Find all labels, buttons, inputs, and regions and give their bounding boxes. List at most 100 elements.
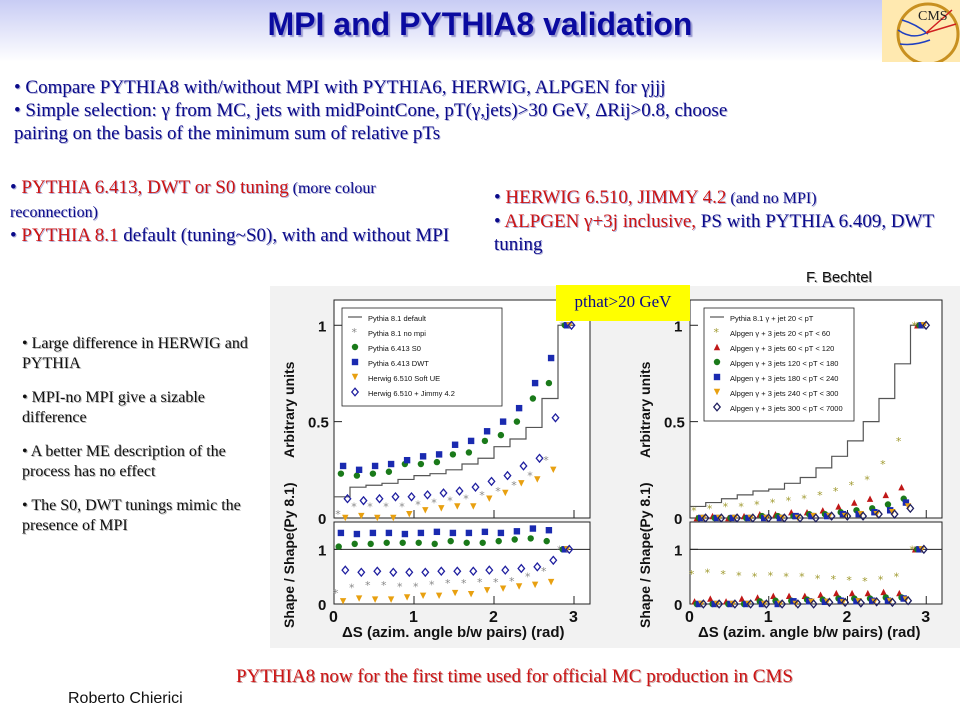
- chart-2-series-2-point: *: [801, 493, 807, 506]
- chart-1-series-3-point: [465, 449, 473, 456]
- chart-1-series-4-point: [435, 451, 443, 458]
- chart-1-ylabel-bottom: Shape / Shape(Py 8.1): [281, 483, 297, 629]
- chart-1-ytick-label-bottom: 1: [318, 542, 326, 559]
- logo-text: CMS: [918, 9, 948, 24]
- chart-2-ratio-6-point: [856, 598, 865, 608]
- chart-1-ratio-1-point: *: [493, 576, 499, 589]
- chart-1-series-2-point: *: [399, 500, 405, 513]
- chart-2-ylabel-top: Arbitrary units: [637, 361, 653, 458]
- chart-1-series-4-point: [499, 418, 507, 425]
- chart-2-series-2-point: *: [864, 473, 870, 486]
- right-bullet-1-red: HERWIG 6.510, JIMMY 4.2: [505, 187, 727, 208]
- chart-2-ratio-1-point: *: [815, 572, 821, 585]
- chart-2-series-5-point: [902, 499, 910, 506]
- chart-2-ratio-2-point: [817, 591, 824, 598]
- chart-1-legend-label: Pythia 6.413 DWT: [368, 359, 429, 368]
- chart-2-series-2-point: *: [849, 479, 855, 492]
- chart-2-ratio-2-point: [785, 592, 793, 599]
- chart-2-ratio-5-point: [792, 600, 799, 608]
- chart-2-series-6-point: [841, 512, 849, 520]
- chart-2-ratio-1-point: *: [799, 571, 805, 584]
- chart-1-xlabel: ΔS (azim. angle b/w pairs) (rad): [342, 624, 565, 641]
- chart-2-ratio-6-point: [888, 597, 897, 608]
- chart-2-ratio-1-point: *: [720, 568, 726, 581]
- chart-2-ratio-6-point: [730, 599, 739, 609]
- chart-1-series-4-point: [339, 462, 347, 470]
- chart-2-ratio-1-point: *: [831, 573, 837, 586]
- chart-1-ytick-label-top: 1: [318, 318, 326, 335]
- chart-1-ratio-5-point: [533, 562, 542, 572]
- chart-1-ratio-1-point: *: [429, 578, 435, 591]
- chart-2-bottom-frame: [689, 521, 943, 605]
- chart-1-ratio-4-point: [419, 592, 427, 599]
- chart-2-ratio-2-point: [833, 589, 840, 597]
- chart-2-legend-label: Alpgen γ + 3 jets 120 < pT < 180: [730, 359, 838, 368]
- chart-2-ratio-6-point: [904, 595, 913, 606]
- chart-1-ratio-5-point: [453, 566, 462, 577]
- chart-1-series-3-point: [433, 458, 441, 466]
- chart-2-series-5-point: [823, 512, 831, 520]
- chart-1-series-4-point: [371, 462, 379, 470]
- chart-1-series-6-point: [375, 493, 384, 504]
- chart-2-ratio-6-point: [762, 599, 771, 609]
- chart-1-series-5-point: [566, 322, 573, 329]
- chart-1-ratio-4-point: [499, 585, 507, 592]
- chart-1-series-2-point: *: [383, 500, 389, 513]
- chart-1-ratio-1-point: *: [509, 575, 515, 588]
- chart-2-series-3-point: [898, 483, 905, 491]
- top-bullet-2-cont: pairing on the basis of the minimum sum …: [14, 123, 441, 144]
- chart-1-series-4-point: [403, 456, 411, 464]
- chart-2-ratio-1-point: *: [736, 570, 742, 583]
- chart-2-series-7-point: [859, 511, 868, 521]
- chart-2-series-6-point: [873, 510, 880, 518]
- chart-1-ratio-4-point: [531, 581, 539, 589]
- chart-1-series-5-point: [422, 507, 429, 514]
- chart-2-ytick-label-bottom: 1: [674, 542, 682, 559]
- chart-1-ratio-2-point: [399, 539, 406, 546]
- chart-1-series-2-point: *: [431, 497, 437, 510]
- chart-1-ratio-5-point: [565, 544, 574, 555]
- chart-1-series-5-point: [454, 503, 461, 510]
- chart-1-ratio-1-point: *: [333, 587, 339, 600]
- chart-1-series-2-point: *: [527, 470, 533, 483]
- chart-2-series-1-line: [690, 324, 927, 508]
- chart-2-series-7-point: [701, 513, 710, 523]
- chart-2-series-5-point: [808, 512, 815, 520]
- chart-2-legend-swatch: [713, 373, 721, 381]
- chart-1-series-6-point: [551, 412, 560, 423]
- chart-1-series-2-point: *: [447, 495, 453, 508]
- chart-1-legend-swatch: [351, 358, 359, 366]
- chart-2-ratio-4-point: [695, 600, 703, 608]
- chart-1-series-1-line: [334, 324, 574, 498]
- chart-2-series-5-point: [713, 514, 721, 522]
- chart-2-legend-swatch: [713, 343, 721, 351]
- chart-2-legend-swatch: *: [714, 326, 720, 339]
- chart-1-ratio-5-point: [405, 567, 414, 578]
- chart-2-ratio-1-point: *: [878, 573, 884, 586]
- chart-1-series-6-point: [535, 453, 544, 464]
- chart-1-series-6-point: [343, 493, 352, 504]
- cms-logo: CMS: [882, 0, 960, 62]
- chart-1-series-2-point: *: [367, 500, 373, 513]
- chart-1-ratio-2-point: [383, 539, 390, 546]
- chart-1-xtick-label: 1: [409, 609, 418, 626]
- chart-1-ratio-4-point: [515, 583, 523, 590]
- chart-2-series-3-point: [866, 495, 874, 502]
- chart-1-ratio-5-point: [501, 565, 510, 575]
- chart-1-ratio-1-point: *: [445, 577, 451, 590]
- chart-2-ratio-1-point: *: [768, 570, 774, 583]
- chart-2-ratio-5-point: [713, 600, 721, 608]
- chart-1-series-4-point: [531, 379, 539, 387]
- chart-2-series-2-point: *: [912, 319, 918, 332]
- chart-1-ratio-2-point: [415, 539, 422, 546]
- chart-1-series-2-point: *: [511, 479, 517, 492]
- chart-1-series-5-point: [534, 476, 541, 483]
- chart-2-series-5-point: [855, 510, 862, 518]
- chart-1-series-3-point: [337, 470, 345, 477]
- chart-1-ratio-1-point: *: [541, 565, 547, 578]
- chart-1-ratio-4-point: [339, 598, 347, 605]
- chart-2-ratio-1-point: *: [894, 571, 900, 584]
- chart-2-legend-label: Alpgen γ + 3 jets 180 < pT < 240: [730, 374, 838, 383]
- chart-2-series-3-point: [835, 503, 842, 510]
- chart-1-series-3-point: [513, 418, 521, 425]
